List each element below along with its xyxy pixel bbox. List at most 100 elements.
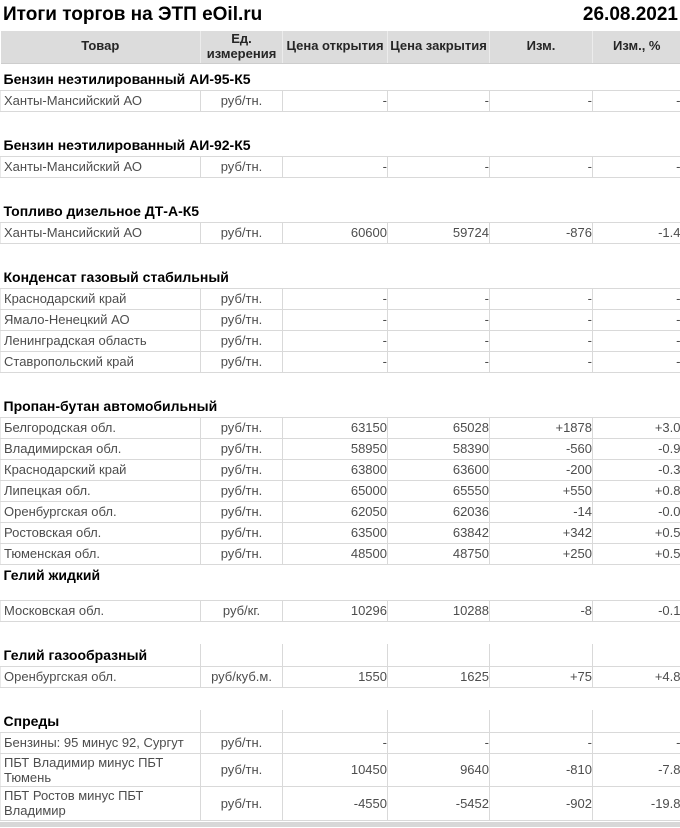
table-row: ПБТ Владимир минус ПБТ Тюмень руб/тн. 1045… <box>0 753 680 788</box>
open-price-cell: 65000 <box>282 480 388 502</box>
close-price-cell: - <box>387 90 490 112</box>
section-title: Бензин неэтилированный АИ-95-К5 <box>0 68 680 91</box>
change-pct-cell: +0.5 <box>592 543 680 565</box>
col-header-open-price: Цена открытия <box>282 31 388 64</box>
open-price-cell: - <box>282 309 388 331</box>
close-price-cell: -5452 <box>387 786 490 821</box>
spacer-cell <box>1 621 680 644</box>
spacer-row <box>1 177 680 200</box>
unit-cell: руб/тн. <box>200 90 283 112</box>
table-row: Липецкая обл. руб/тн. 65000 65550 +550 +0.8 <box>0 480 680 502</box>
open-price-cell: - <box>282 288 388 310</box>
product-cell: Краснодарский край <box>0 459 201 481</box>
product-cell: Московская обл. <box>0 600 201 622</box>
change-pct-cell: -1.4 <box>592 222 680 244</box>
spacer-cell <box>1 687 680 710</box>
section-empty-cell <box>282 644 388 667</box>
col-header-change-pct: Изм., % <box>592 31 680 64</box>
open-price-cell: - <box>282 90 388 112</box>
product-cell: Бензины: 95 минус 92, Сургут <box>0 732 201 754</box>
spacer-cell <box>1 177 680 200</box>
section-title: Конденсат газовый стабильный <box>0 266 680 289</box>
section-title-row: Конденсат газовый стабильный <box>0 266 680 289</box>
change-cell: -200 <box>489 459 593 481</box>
section-empty-cell <box>489 710 593 733</box>
unit-cell: руб/тн. <box>200 156 283 178</box>
product-cell: Ханты-Мансийский АО <box>0 90 201 112</box>
unit-cell: руб/тн. <box>200 480 283 502</box>
unit-cell: руб/тн. <box>200 753 283 788</box>
change-pct-cell: - <box>592 309 680 331</box>
change-cell: +342 <box>489 522 593 544</box>
section-title: Гелий газообразный <box>0 644 201 667</box>
change-cell: - <box>489 732 593 754</box>
change-cell: - <box>489 288 593 310</box>
table-row: ПБТ Ростов минус ПБТ Владимир руб/тн. -455… <box>0 786 680 821</box>
product-cell: Владимирская обл. <box>0 438 201 460</box>
section-title-row: Бензин неэтилированный АИ-95-К5 <box>0 68 680 91</box>
open-price-cell: - <box>282 156 388 178</box>
unit-cell: руб/тн. <box>200 732 283 754</box>
unit-cell: руб/кг. <box>200 600 283 622</box>
product-cell: ПБТ Владимир минус ПБТ Тюмень <box>0 753 201 788</box>
unit-cell: руб/тн. <box>200 351 283 373</box>
table-row: Ростовская обл. руб/тн. 63500 63842 +342 +0.5 <box>0 522 680 544</box>
open-price-cell: 60600 <box>282 222 388 244</box>
change-pct-cell: - <box>592 330 680 352</box>
spacer-row <box>1 243 680 266</box>
unit-cell: руб/тн. <box>200 786 283 821</box>
change-cell: -14 <box>489 501 593 523</box>
change-cell: - <box>489 351 593 373</box>
close-price-cell: 1625 <box>387 666 490 688</box>
spacer-cell <box>1 243 680 266</box>
col-header-unit: Ед. измерения <box>200 31 283 64</box>
footer-strip <box>0 821 680 827</box>
report-date: 26.08.2021 <box>582 4 678 25</box>
product-cell: Ростовская обл. <box>0 522 201 544</box>
close-price-cell: 63842 <box>387 522 490 544</box>
spacer-row <box>0 586 680 601</box>
unit-cell: руб/тн. <box>200 417 283 439</box>
results-table: Товар Ед. измерения Цена открытия Цена з… <box>0 31 680 821</box>
spacer-row <box>1 687 680 710</box>
change-pct-cell: -19.8 <box>592 786 680 821</box>
title-bar: Итоги торгов на ЭТП eOil.ru 26.08.2021 <box>0 0 680 31</box>
open-price-cell: 63150 <box>282 417 388 439</box>
change-cell: - <box>489 330 593 352</box>
unit-cell: руб/тн. <box>200 438 283 460</box>
product-cell: Липецкая обл. <box>0 480 201 502</box>
close-price-cell: 58390 <box>387 438 490 460</box>
unit-cell: руб/тн. <box>200 309 283 331</box>
change-pct-cell: -0.0 <box>592 501 680 523</box>
open-price-cell: - <box>282 330 388 352</box>
close-price-cell: 48750 <box>387 543 490 565</box>
table-row: Московская обл. руб/кг. 10296 10288 -8 -0.1 <box>0 600 680 622</box>
section-title: Пропан-бутан автомобильный <box>0 395 680 418</box>
product-cell: Тюменская обл. <box>0 543 201 565</box>
change-cell: - <box>489 309 593 331</box>
spacer-cell <box>0 586 680 601</box>
change-cell: -876 <box>489 222 593 244</box>
section-title: Спреды <box>0 710 201 733</box>
close-price-cell: - <box>387 156 490 178</box>
change-pct-cell: -7.8 <box>592 753 680 788</box>
spacer-row <box>1 372 680 395</box>
change-cell: -902 <box>489 786 593 821</box>
open-price-cell: - <box>282 732 388 754</box>
spacer-row <box>1 111 680 134</box>
section-title-row: Спреды <box>0 710 680 733</box>
product-cell: Оренбургская обл. <box>0 666 201 688</box>
section-title: Гелий жидкий <box>3 567 101 584</box>
close-price-cell: 9640 <box>387 753 490 788</box>
change-pct-cell: +4.8 <box>592 666 680 688</box>
product-cell: Ямало-Ненецкий АО <box>0 309 201 331</box>
product-cell: Краснодарский край <box>0 288 201 310</box>
change-pct-cell: +0.5 <box>592 522 680 544</box>
spacer-cell <box>1 111 680 134</box>
change-pct-cell: - <box>592 156 680 178</box>
open-price-cell: 58950 <box>282 438 388 460</box>
change-cell: +250 <box>489 543 593 565</box>
change-pct-cell: -0.9 <box>592 438 680 460</box>
